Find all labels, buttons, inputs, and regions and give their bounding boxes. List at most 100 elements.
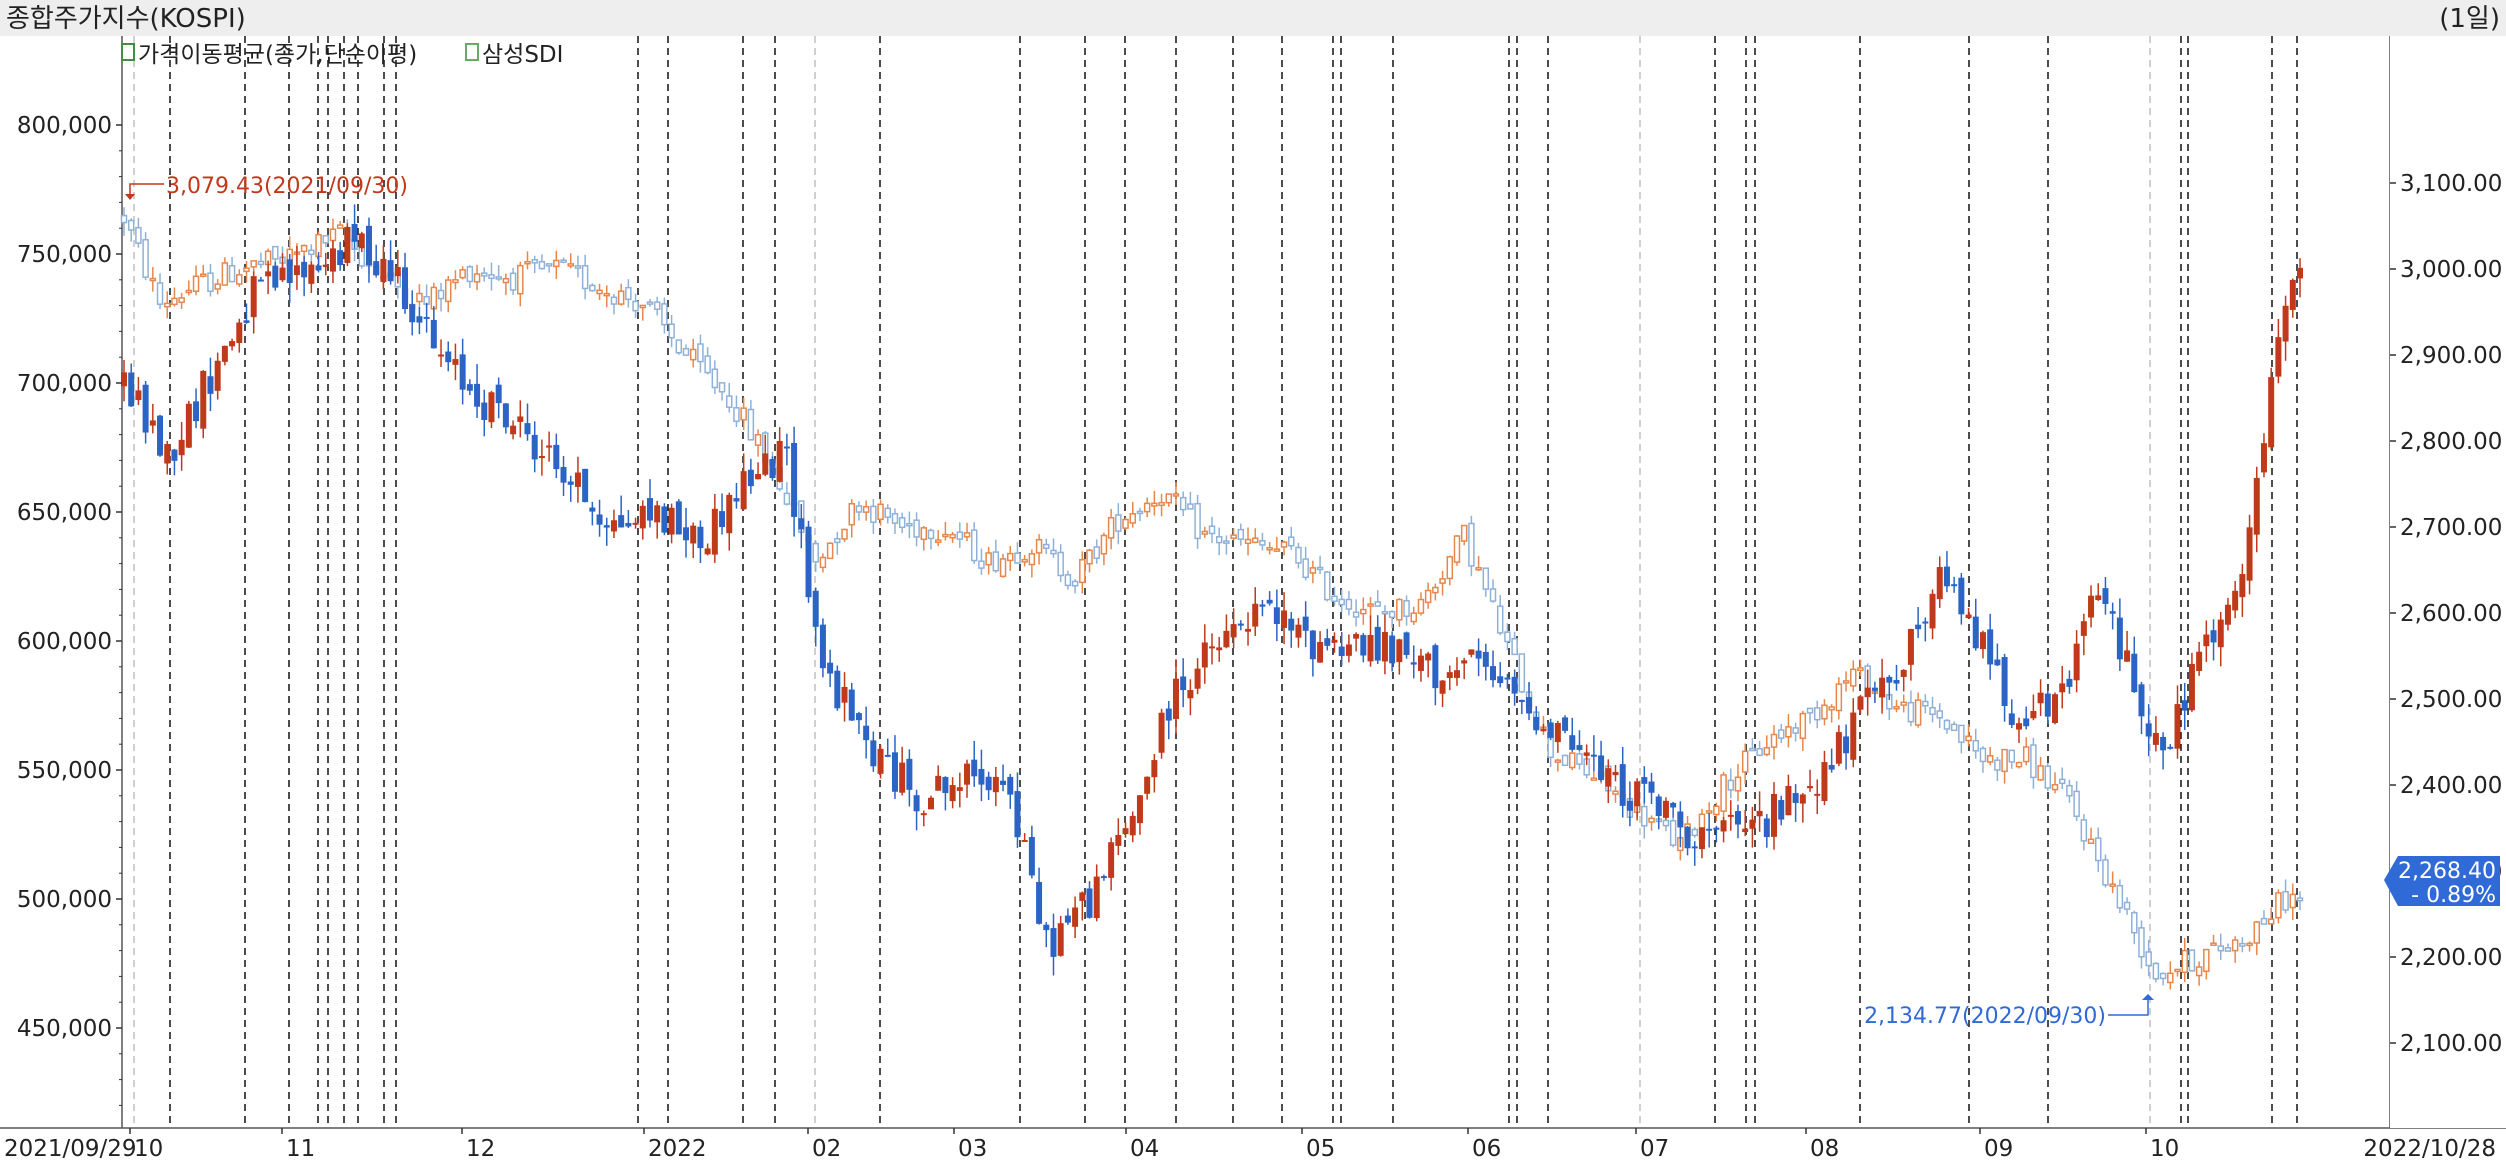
- candle-down: [1951, 584, 1958, 587]
- candle-down: [1677, 811, 1684, 828]
- candle-down: [1497, 676, 1504, 684]
- candle-up: [1281, 610, 1288, 628]
- candle-up: [1317, 641, 1324, 663]
- candle-up: [2196, 651, 2203, 671]
- candle-up: [1461, 660, 1468, 664]
- candle-up: [1172, 678, 1179, 720]
- candle-down: [1987, 629, 1994, 665]
- candle-up: [1821, 762, 1828, 802]
- candle-up: [444, 279, 452, 303]
- candle-up: [1468, 649, 1475, 655]
- candle-up: [1965, 614, 1972, 619]
- candle-up: [2095, 595, 2102, 600]
- candle-up: [1115, 835, 1122, 846]
- candle-up: [344, 226, 351, 263]
- candle-up: [192, 275, 200, 292]
- candle-up: [617, 290, 625, 305]
- candle-up: [438, 354, 445, 357]
- candle-down: [906, 758, 913, 790]
- candle-down: [495, 276, 502, 280]
- candle-up: [935, 775, 942, 791]
- candle-up: [1842, 680, 1850, 684]
- candle-up: [2124, 650, 2131, 662]
- candle-down: [1259, 604, 1266, 607]
- candle-down: [1576, 745, 1583, 750]
- candle-down: [1886, 676, 1893, 683]
- candle-up: [221, 345, 228, 362]
- candle-up: [1028, 553, 1036, 566]
- candle-up: [992, 776, 999, 793]
- candle-up: [380, 258, 387, 282]
- candle-down: [719, 511, 726, 528]
- candle-down: [971, 759, 978, 777]
- candle-down: [1064, 574, 1072, 587]
- candle-up: [1453, 670, 1460, 678]
- candle-down: [474, 383, 481, 407]
- candle-up: [221, 262, 229, 286]
- candle-up: [689, 348, 697, 361]
- candle-down: [1590, 754, 1597, 757]
- candle-up: [2087, 838, 2095, 844]
- candle-down: [1763, 818, 1770, 838]
- candle-down: [783, 446, 790, 449]
- candle-up: [1079, 558, 1086, 584]
- candle-up: [163, 302, 171, 308]
- candle-down: [1511, 637, 1518, 656]
- candle-down: [1792, 727, 1799, 734]
- candle-down: [682, 347, 690, 356]
- candle-up: [1165, 493, 1173, 504]
- candle-up: [1770, 733, 1778, 748]
- candle-up: [596, 289, 603, 295]
- candle-down: [827, 662, 834, 674]
- candle-down: [1504, 677, 1511, 680]
- candle-up: [610, 520, 617, 532]
- candle-up: [567, 263, 574, 267]
- candle-down: [1958, 577, 1965, 615]
- candle-up: [452, 359, 459, 365]
- candle-down: [906, 522, 913, 527]
- candle-down: [1302, 616, 1309, 631]
- candle-down: [1972, 739, 1980, 752]
- candle-up: [1979, 632, 1986, 650]
- chart-title: 종합주가지수(KOSPI): [6, 4, 246, 34]
- right-axis-area: [2390, 36, 2506, 1128]
- candle-down: [618, 515, 625, 528]
- candle-up: [1143, 502, 1151, 513]
- candle-down: [1489, 588, 1497, 602]
- candle-down: [1669, 820, 1677, 846]
- candle-up: [178, 297, 185, 304]
- candle-up: [639, 505, 646, 529]
- candle-up: [538, 456, 545, 459]
- candle-down: [891, 752, 898, 792]
- candle-up: [293, 265, 300, 276]
- candle-down: [1180, 676, 1187, 691]
- candle-up: [1201, 642, 1208, 668]
- candle-up: [654, 505, 661, 523]
- right-tick-label: 2,600.00: [2400, 601, 2502, 627]
- candle-up: [1151, 760, 1158, 778]
- candle-down: [1706, 828, 1713, 831]
- candle-up: [1850, 712, 1857, 760]
- candle-down: [1518, 653, 1526, 693]
- candle-up: [459, 269, 466, 279]
- candle-up: [1360, 608, 1367, 615]
- plot-area[interactable]: [122, 36, 2390, 1128]
- candle-up: [1367, 635, 1374, 662]
- candle-up: [1698, 827, 1705, 850]
- candle-down: [1533, 716, 1540, 731]
- candle-down: [985, 776, 992, 791]
- candle-down: [1950, 723, 1958, 732]
- candle-up: [2174, 704, 2181, 749]
- candle-down: [1490, 666, 1497, 681]
- candle-down: [495, 384, 502, 404]
- candle-down: [1389, 635, 1396, 664]
- candle-down: [697, 526, 704, 549]
- candle-up: [1828, 706, 1835, 711]
- candle-up: [841, 528, 848, 540]
- candle-down: [430, 319, 437, 349]
- candle-down: [704, 355, 711, 374]
- candle-down: [1237, 623, 1244, 626]
- candle-down: [1734, 811, 1741, 825]
- candle-down: [207, 272, 214, 293]
